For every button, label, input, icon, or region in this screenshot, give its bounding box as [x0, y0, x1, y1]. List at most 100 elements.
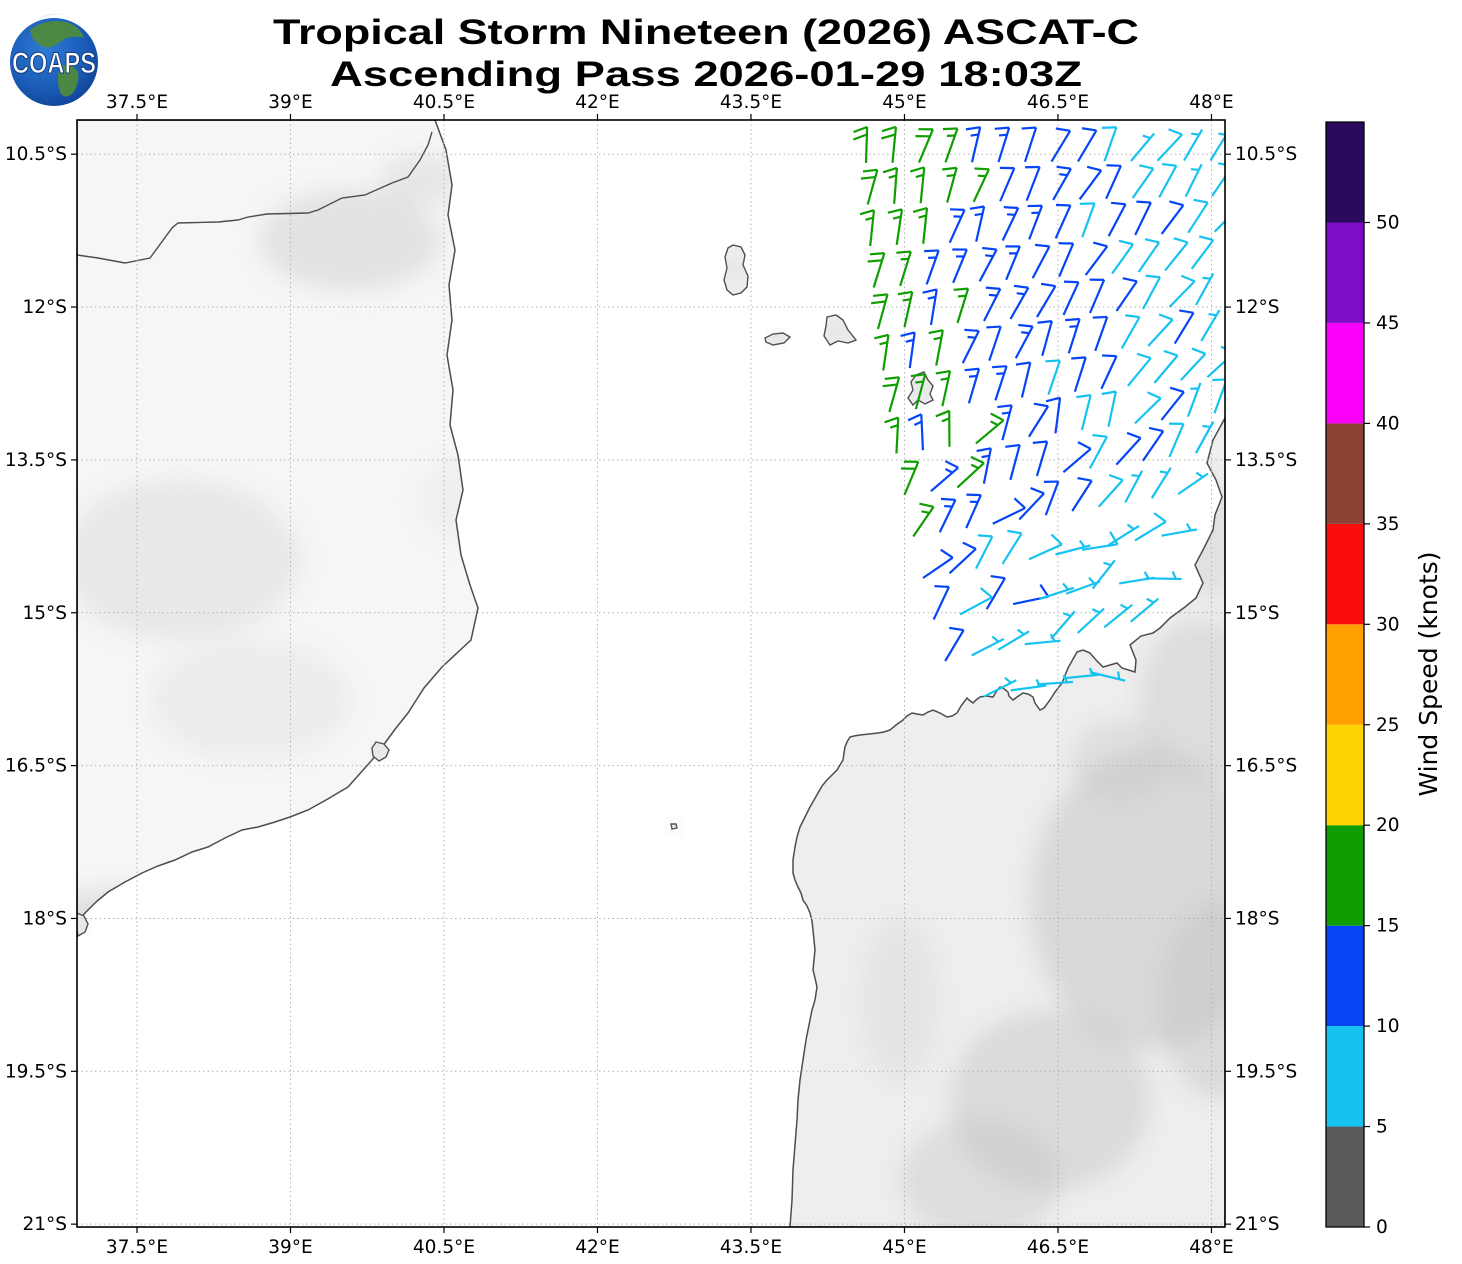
barb-shaft	[917, 128, 934, 164]
barb-full-feather	[884, 376, 900, 381]
barb-full-feather	[992, 365, 1007, 369]
barb-half-feather	[921, 510, 930, 515]
wind-barb	[1115, 277, 1138, 312]
barb-shaft	[983, 288, 1002, 322]
wind-barb	[997, 628, 1030, 651]
barb-shaft	[1050, 130, 1072, 163]
barb-full-feather	[1055, 127, 1071, 132]
barb-full-feather	[990, 574, 1006, 580]
barb-half-feather	[1202, 276, 1211, 280]
barb-full-feather	[1055, 203, 1071, 207]
barb-full-feather	[881, 133, 896, 140]
barb-shaft	[1134, 202, 1152, 236]
barb-full-feather	[1077, 476, 1092, 482]
wind-barb	[1168, 422, 1185, 458]
barb-full-feather	[887, 208, 903, 214]
lon-tick-label-bottom: 42°E	[575, 1237, 619, 1258]
barb-shaft	[1194, 421, 1215, 454]
wind-barb	[1012, 584, 1050, 606]
wind-barb	[1077, 127, 1098, 162]
wind-barb	[1097, 474, 1124, 508]
barb-shaft	[1020, 362, 1032, 398]
barb-half-feather	[865, 216, 874, 221]
colorbar-segment	[1326, 624, 1364, 725]
colorbar-segment	[1326, 222, 1364, 323]
barb-half-feather	[905, 338, 914, 343]
barb-full-feather	[977, 534, 993, 538]
wind-barb	[976, 447, 992, 484]
barb-full-feather	[964, 367, 980, 372]
barb-full-feather	[1013, 497, 1026, 509]
barb-full-feather	[1136, 352, 1152, 360]
colorbar-segment	[1326, 1026, 1364, 1127]
relief-blob	[1070, 720, 1170, 800]
barb-full-feather	[1018, 323, 1033, 328]
ruvuma-river-border	[77, 131, 433, 264]
wind-barb	[1194, 421, 1215, 454]
barb-full-feather	[1148, 426, 1164, 433]
wind-barb	[871, 293, 889, 330]
barb-shaft	[930, 466, 959, 493]
barb-shaft	[988, 326, 1002, 362]
wind-barb	[1001, 529, 1023, 565]
barb-shaft	[895, 417, 900, 454]
wind-barb	[1078, 165, 1103, 200]
barb-shaft	[1010, 684, 1047, 692]
barb-shaft	[1153, 354, 1179, 384]
lon-tick-label-top: 43.5°E	[720, 92, 782, 113]
barb-shaft	[1190, 239, 1215, 270]
wind-barb	[1045, 359, 1061, 395]
barb-shaft	[1115, 280, 1138, 312]
barb-half-feather	[974, 212, 983, 217]
wind-barb	[884, 416, 900, 454]
wind-barb	[1150, 467, 1172, 499]
barb-half-feather	[970, 463, 979, 470]
barb-half-feather	[1191, 132, 1200, 136]
wind-barb	[1156, 128, 1183, 162]
barb-half-feather	[941, 417, 950, 423]
barb-shaft	[1001, 532, 1023, 565]
barb-half-feather	[918, 214, 927, 219]
barb-full-feather	[1039, 584, 1050, 598]
colorbar-tick-label: 0	[1376, 1217, 1388, 1238]
wind-barb	[1055, 539, 1091, 556]
barb-shaft	[983, 679, 1017, 698]
barb-shaft	[1103, 126, 1118, 162]
barb-shaft	[919, 167, 926, 204]
barb-full-feather	[869, 252, 885, 256]
barb-shaft	[1073, 357, 1087, 393]
barb-shaft	[864, 126, 869, 164]
barb-half-feather	[1016, 292, 1025, 296]
wind-barb	[986, 325, 1002, 362]
colorbar-label: Wind Speed (knots)	[1414, 551, 1443, 796]
barb-shaft	[948, 209, 966, 244]
wind-barb	[867, 252, 886, 288]
wind-barb	[932, 585, 950, 620]
barb-shaft	[908, 332, 916, 369]
barb-shaft	[912, 506, 935, 538]
barb-full-feather	[1217, 162, 1225, 166]
barb-half-feather	[1059, 173, 1068, 177]
wind-barb	[1180, 347, 1207, 381]
wind-barb	[1124, 470, 1144, 504]
barb-shaft	[888, 377, 901, 413]
page-title: Tropical Storm Nineteen (2026) ASCAT-C	[273, 13, 1139, 52]
logo-north-america	[30, 21, 84, 48]
barb-full-feather	[910, 166, 925, 173]
barb-full-feather	[964, 328, 979, 333]
barb-full-feather	[1122, 277, 1138, 283]
colorbar-tick-label: 50	[1376, 213, 1400, 234]
barb-half-feather	[1004, 676, 1012, 684]
barb-shaft	[1103, 603, 1133, 629]
island-shading	[729, 263, 742, 276]
barb-full-feather	[1092, 434, 1108, 438]
barb-full-feather	[935, 409, 950, 418]
relief-blob	[1030, 750, 1225, 1050]
barb-shaft	[1107, 391, 1117, 427]
wind-barb	[852, 125, 869, 164]
wind-barb	[971, 635, 1005, 657]
lat-tick-label-left: 13.5°S	[5, 450, 67, 471]
wind-barb	[1005, 245, 1021, 281]
barb-shaft	[1130, 132, 1156, 162]
